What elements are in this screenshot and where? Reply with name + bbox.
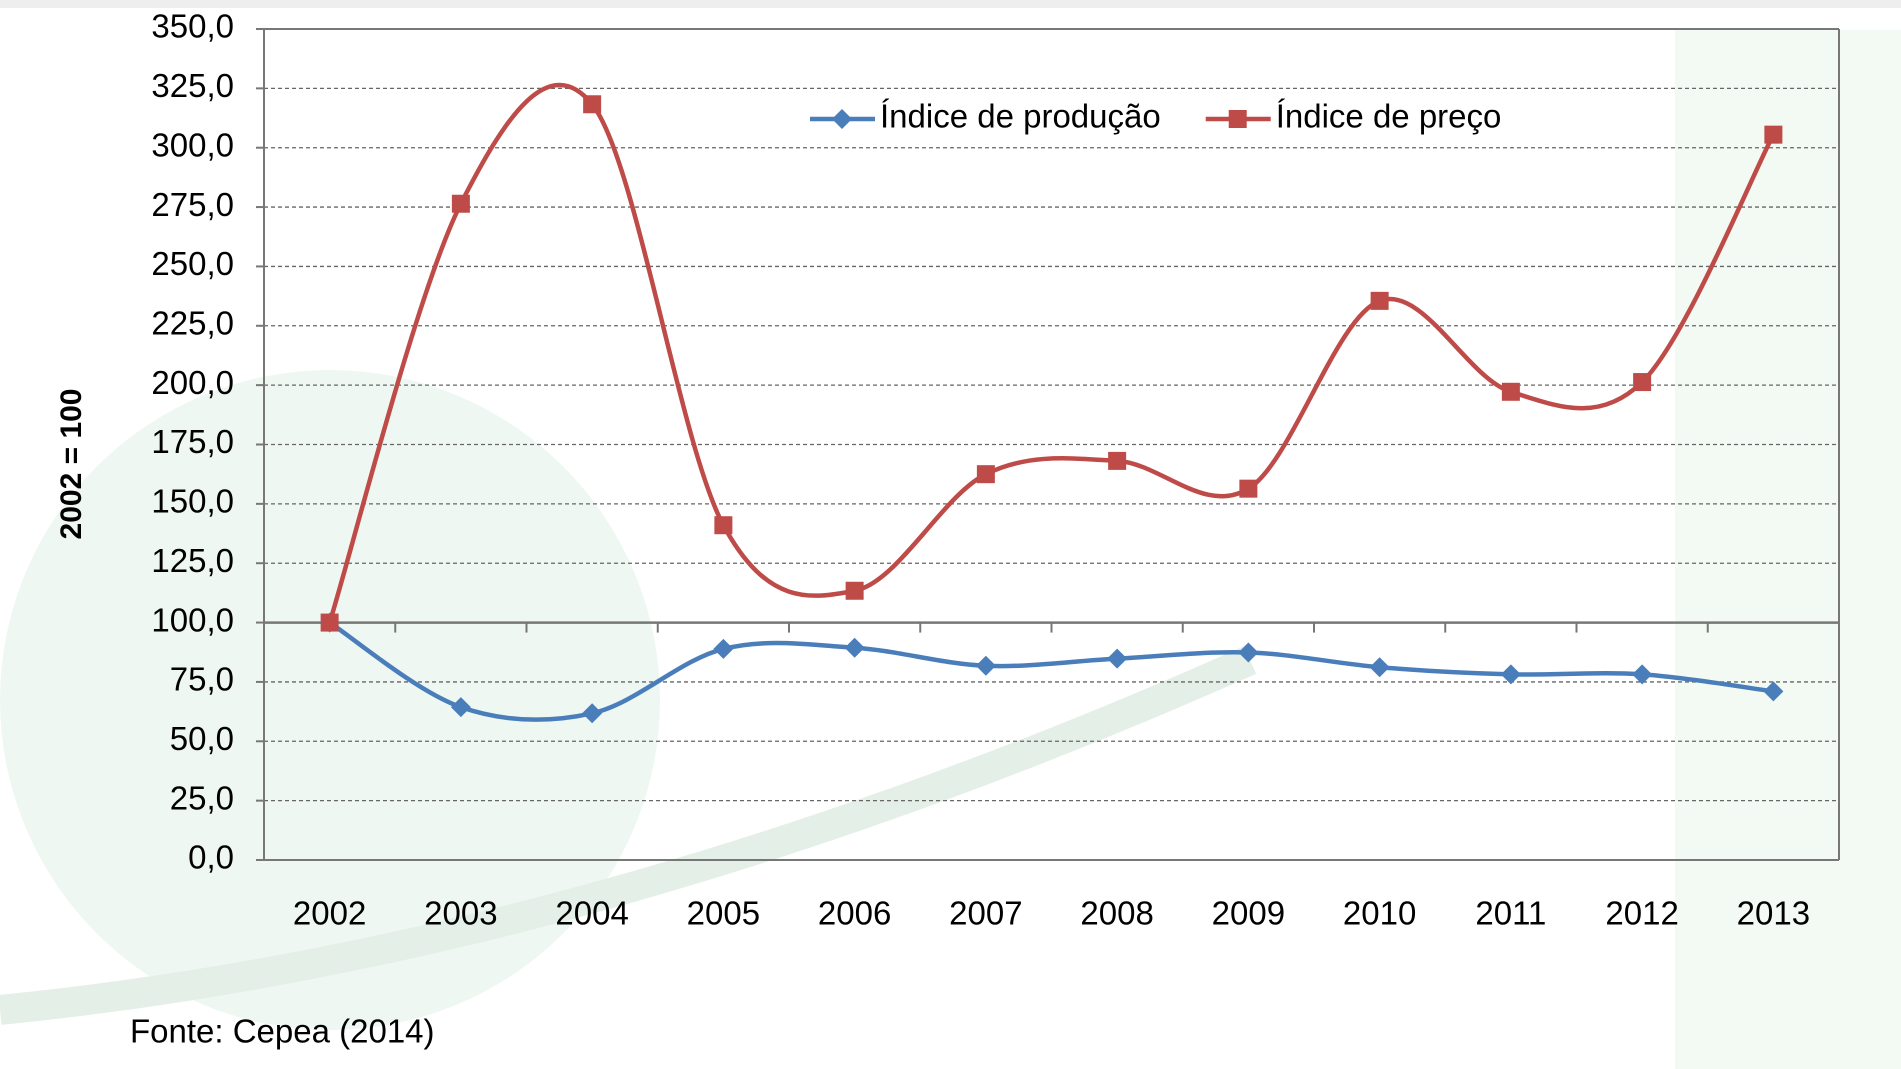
data-point — [1370, 657, 1390, 677]
data-point — [713, 639, 733, 659]
y-tick-label: 325,0 — [151, 67, 234, 104]
x-tick-label: 2010 — [1343, 895, 1416, 932]
y-tick-label: 25,0 — [170, 779, 234, 816]
y-tick-label: 100,0 — [151, 601, 234, 638]
data-point — [1632, 664, 1652, 684]
x-tick-label: 2005 — [687, 895, 760, 932]
y-tick-label: 275,0 — [151, 186, 234, 223]
y-tick-label: 225,0 — [151, 305, 234, 342]
y-tick-label: 350,0 — [151, 8, 234, 45]
x-tick-label: 2009 — [1212, 895, 1285, 932]
data-point — [846, 582, 864, 600]
data-point — [1239, 480, 1257, 498]
x-tick-label: 2004 — [555, 895, 628, 932]
y-tick-label: 50,0 — [170, 720, 234, 757]
y-tick-label: 125,0 — [151, 542, 234, 579]
x-tick-label: 2012 — [1605, 895, 1678, 932]
y-tick-label: 175,0 — [151, 423, 234, 460]
data-point — [845, 638, 865, 658]
top-strip — [0, 0, 1901, 8]
data-point — [583, 95, 601, 113]
data-point — [1107, 649, 1127, 669]
legend-marker — [832, 109, 852, 129]
y-axis-label: 2002 = 100 — [55, 389, 88, 540]
y-tick-label: 300,0 — [151, 126, 234, 163]
legend-marker — [1229, 110, 1247, 128]
data-point — [976, 656, 996, 676]
x-tick-label: 2003 — [424, 895, 497, 932]
y-tick-label: 0,0 — [188, 839, 234, 876]
data-point — [321, 614, 339, 632]
x-tick-label: 2011 — [1475, 895, 1546, 932]
source-note: Fonte: Cepea (2014) — [130, 1013, 435, 1050]
data-point — [1764, 126, 1782, 144]
data-point — [977, 465, 995, 483]
x-tick-label: 2013 — [1737, 895, 1810, 932]
data-point — [452, 195, 470, 213]
x-tick-label: 2007 — [949, 895, 1022, 932]
y-tick-label: 200,0 — [151, 364, 234, 401]
x-tick-label: 2008 — [1080, 895, 1153, 932]
legend-label: Índice de produção — [880, 98, 1161, 135]
data-point — [1502, 383, 1520, 401]
legend-label: Índice de preço — [1276, 98, 1502, 135]
x-tick-label: 2002 — [293, 895, 366, 932]
data-point — [714, 516, 732, 534]
data-point — [1371, 292, 1389, 310]
data-point — [1633, 373, 1651, 391]
y-tick-label: 75,0 — [170, 661, 234, 698]
y-tick-label: 150,0 — [151, 483, 234, 520]
chart: 2002 = 100 Fonte: Cepea (2014) 0,0 25,0 50… — [0, 0, 1901, 1069]
y-tick-label: 250,0 — [151, 245, 234, 282]
data-point — [1108, 452, 1126, 470]
x-tick-label: 2006 — [818, 895, 891, 932]
page: 2002 = 100 Fonte: Cepea (2014) 0,0 25,0 50… — [0, 0, 1901, 1069]
